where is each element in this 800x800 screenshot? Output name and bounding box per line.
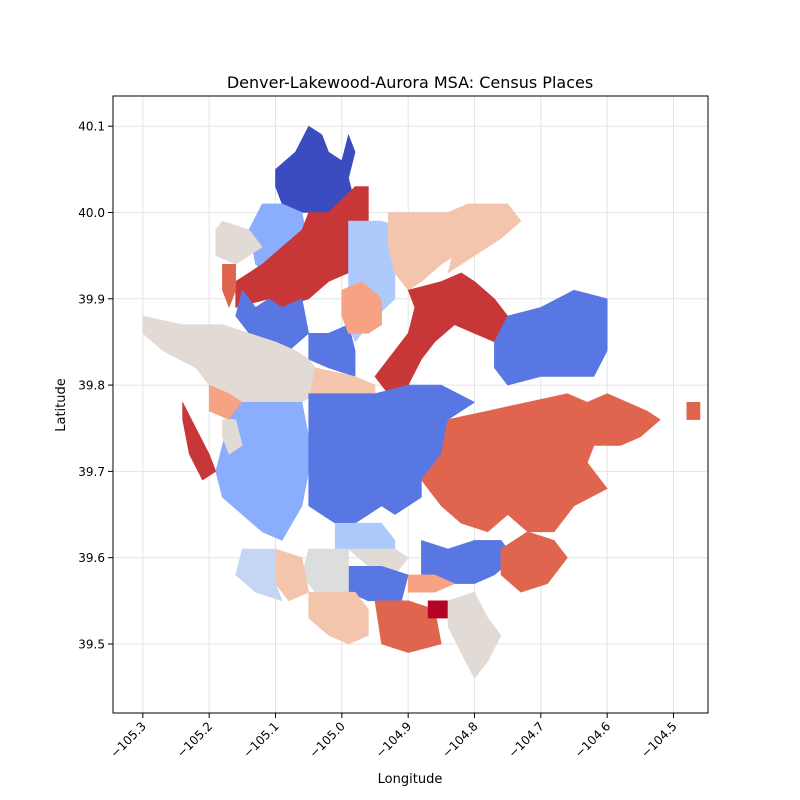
y-tick-label: 40.0 (78, 206, 105, 220)
census-place-30 (235, 548, 283, 602)
census-place-3 (235, 186, 369, 308)
y-axis-label: Latitude (54, 378, 69, 432)
y-tick-label: 40.1 (78, 120, 105, 134)
census-place-5 (222, 263, 236, 308)
census-place-31 (308, 591, 369, 645)
census-place-26 (348, 548, 409, 576)
census-place-24 (686, 401, 701, 420)
census-place-33 (427, 600, 449, 619)
census-place-11 (341, 281, 382, 334)
census-place-20 (222, 419, 243, 455)
census-place-14 (494, 289, 608, 386)
x-axis-label: Longitude (378, 772, 443, 787)
census-place-32 (374, 600, 442, 653)
y-tick-label: 39.9 (78, 292, 105, 306)
census-place-10 (308, 324, 356, 377)
census-place-36 (500, 531, 568, 593)
y-axis-ticks: 39.5 39.6 39.7 39.8 39.9 40.0 40.1 (78, 120, 113, 651)
y-tick-label: 39.6 (78, 551, 105, 565)
plot-frame (112, 95, 709, 714)
y-tick-label: 39.8 (78, 379, 105, 393)
census-places (142, 125, 701, 679)
census-place-37 (407, 574, 455, 593)
census-place-34 (447, 591, 502, 679)
census-place-23 (527, 393, 661, 507)
y-tick-label: 39.5 (78, 637, 105, 651)
chart-title: Denver-Lakewood-Aurora MSA: Census Place… (227, 73, 593, 92)
y-tick-label: 39.7 (78, 465, 105, 479)
census-place-8 (447, 203, 522, 274)
census-place-18 (182, 401, 217, 481)
